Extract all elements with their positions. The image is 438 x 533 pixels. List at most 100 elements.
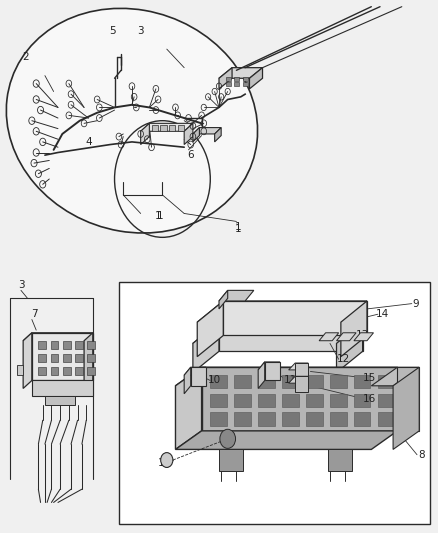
Text: 12: 12 xyxy=(336,354,350,364)
Polygon shape xyxy=(258,362,280,370)
Polygon shape xyxy=(336,333,356,341)
Polygon shape xyxy=(193,322,219,373)
Bar xyxy=(306,394,322,407)
Polygon shape xyxy=(184,367,206,375)
Circle shape xyxy=(161,453,173,467)
Bar xyxy=(306,375,322,389)
Bar xyxy=(75,367,83,375)
Polygon shape xyxy=(219,449,243,471)
Bar xyxy=(234,375,251,389)
Bar xyxy=(234,77,240,81)
Text: 8: 8 xyxy=(418,450,425,460)
Bar xyxy=(234,394,251,407)
Polygon shape xyxy=(295,376,308,392)
Bar xyxy=(178,125,184,131)
Polygon shape xyxy=(84,333,93,389)
Bar xyxy=(378,394,394,407)
Text: 4: 4 xyxy=(85,137,92,147)
Polygon shape xyxy=(219,68,232,89)
Bar xyxy=(63,367,71,375)
Bar xyxy=(243,77,248,81)
Text: 7: 7 xyxy=(31,309,37,319)
Polygon shape xyxy=(219,290,254,301)
Bar xyxy=(330,394,346,407)
Polygon shape xyxy=(319,333,339,341)
Text: 1: 1 xyxy=(155,211,161,221)
Polygon shape xyxy=(197,301,367,322)
Bar xyxy=(87,367,95,375)
Polygon shape xyxy=(223,301,367,335)
Text: 17: 17 xyxy=(158,458,171,467)
Bar xyxy=(243,82,248,86)
Polygon shape xyxy=(141,123,149,144)
Polygon shape xyxy=(193,127,221,134)
Bar xyxy=(50,341,58,349)
Polygon shape xyxy=(197,301,223,357)
Bar xyxy=(354,413,371,425)
Bar xyxy=(226,82,231,86)
Bar xyxy=(378,375,394,389)
Polygon shape xyxy=(219,68,262,78)
Polygon shape xyxy=(289,363,308,370)
Bar xyxy=(87,354,95,362)
Bar xyxy=(50,354,58,362)
Bar xyxy=(306,413,322,425)
Bar xyxy=(258,375,275,389)
Text: 6: 6 xyxy=(187,150,194,160)
Text: 2: 2 xyxy=(22,52,28,62)
Bar xyxy=(226,77,231,81)
Bar xyxy=(63,354,71,362)
Polygon shape xyxy=(201,367,397,431)
Polygon shape xyxy=(191,367,206,386)
Bar xyxy=(210,413,227,425)
Circle shape xyxy=(220,429,236,448)
Bar xyxy=(210,394,227,407)
Text: 15: 15 xyxy=(363,373,376,383)
Polygon shape xyxy=(371,367,419,386)
Bar xyxy=(39,367,46,375)
Text: 3: 3 xyxy=(18,280,24,290)
Text: 14: 14 xyxy=(375,309,389,319)
Text: 1: 1 xyxy=(157,211,163,221)
Polygon shape xyxy=(176,367,201,449)
Bar xyxy=(152,125,158,131)
Text: 10: 10 xyxy=(208,375,221,385)
Polygon shape xyxy=(176,431,397,449)
Polygon shape xyxy=(32,333,93,381)
Bar xyxy=(119,282,430,523)
Text: 13: 13 xyxy=(356,330,369,341)
Text: 16: 16 xyxy=(363,394,376,404)
Ellipse shape xyxy=(6,9,258,233)
Bar xyxy=(234,82,240,86)
Polygon shape xyxy=(45,397,75,406)
Text: 1: 1 xyxy=(235,224,242,235)
Bar xyxy=(63,341,71,349)
Polygon shape xyxy=(393,367,419,449)
Text: 3: 3 xyxy=(138,26,144,36)
Polygon shape xyxy=(184,123,193,144)
Polygon shape xyxy=(354,333,374,341)
Bar xyxy=(87,341,95,349)
Bar xyxy=(39,354,46,362)
Polygon shape xyxy=(328,449,352,471)
Bar xyxy=(258,413,275,425)
Polygon shape xyxy=(32,381,93,397)
Bar xyxy=(169,125,176,131)
Polygon shape xyxy=(184,367,191,394)
Text: 9: 9 xyxy=(413,298,420,309)
Bar xyxy=(39,341,46,349)
Polygon shape xyxy=(258,362,265,389)
Bar xyxy=(330,413,346,425)
Polygon shape xyxy=(341,301,367,357)
Text: 11: 11 xyxy=(284,375,297,385)
Bar xyxy=(354,375,371,389)
Polygon shape xyxy=(397,410,419,431)
Bar xyxy=(282,394,299,407)
Polygon shape xyxy=(265,362,280,381)
Polygon shape xyxy=(397,367,419,410)
Bar xyxy=(234,413,251,425)
Bar xyxy=(160,125,167,131)
Polygon shape xyxy=(250,68,262,89)
Polygon shape xyxy=(17,365,23,375)
Polygon shape xyxy=(193,322,363,343)
